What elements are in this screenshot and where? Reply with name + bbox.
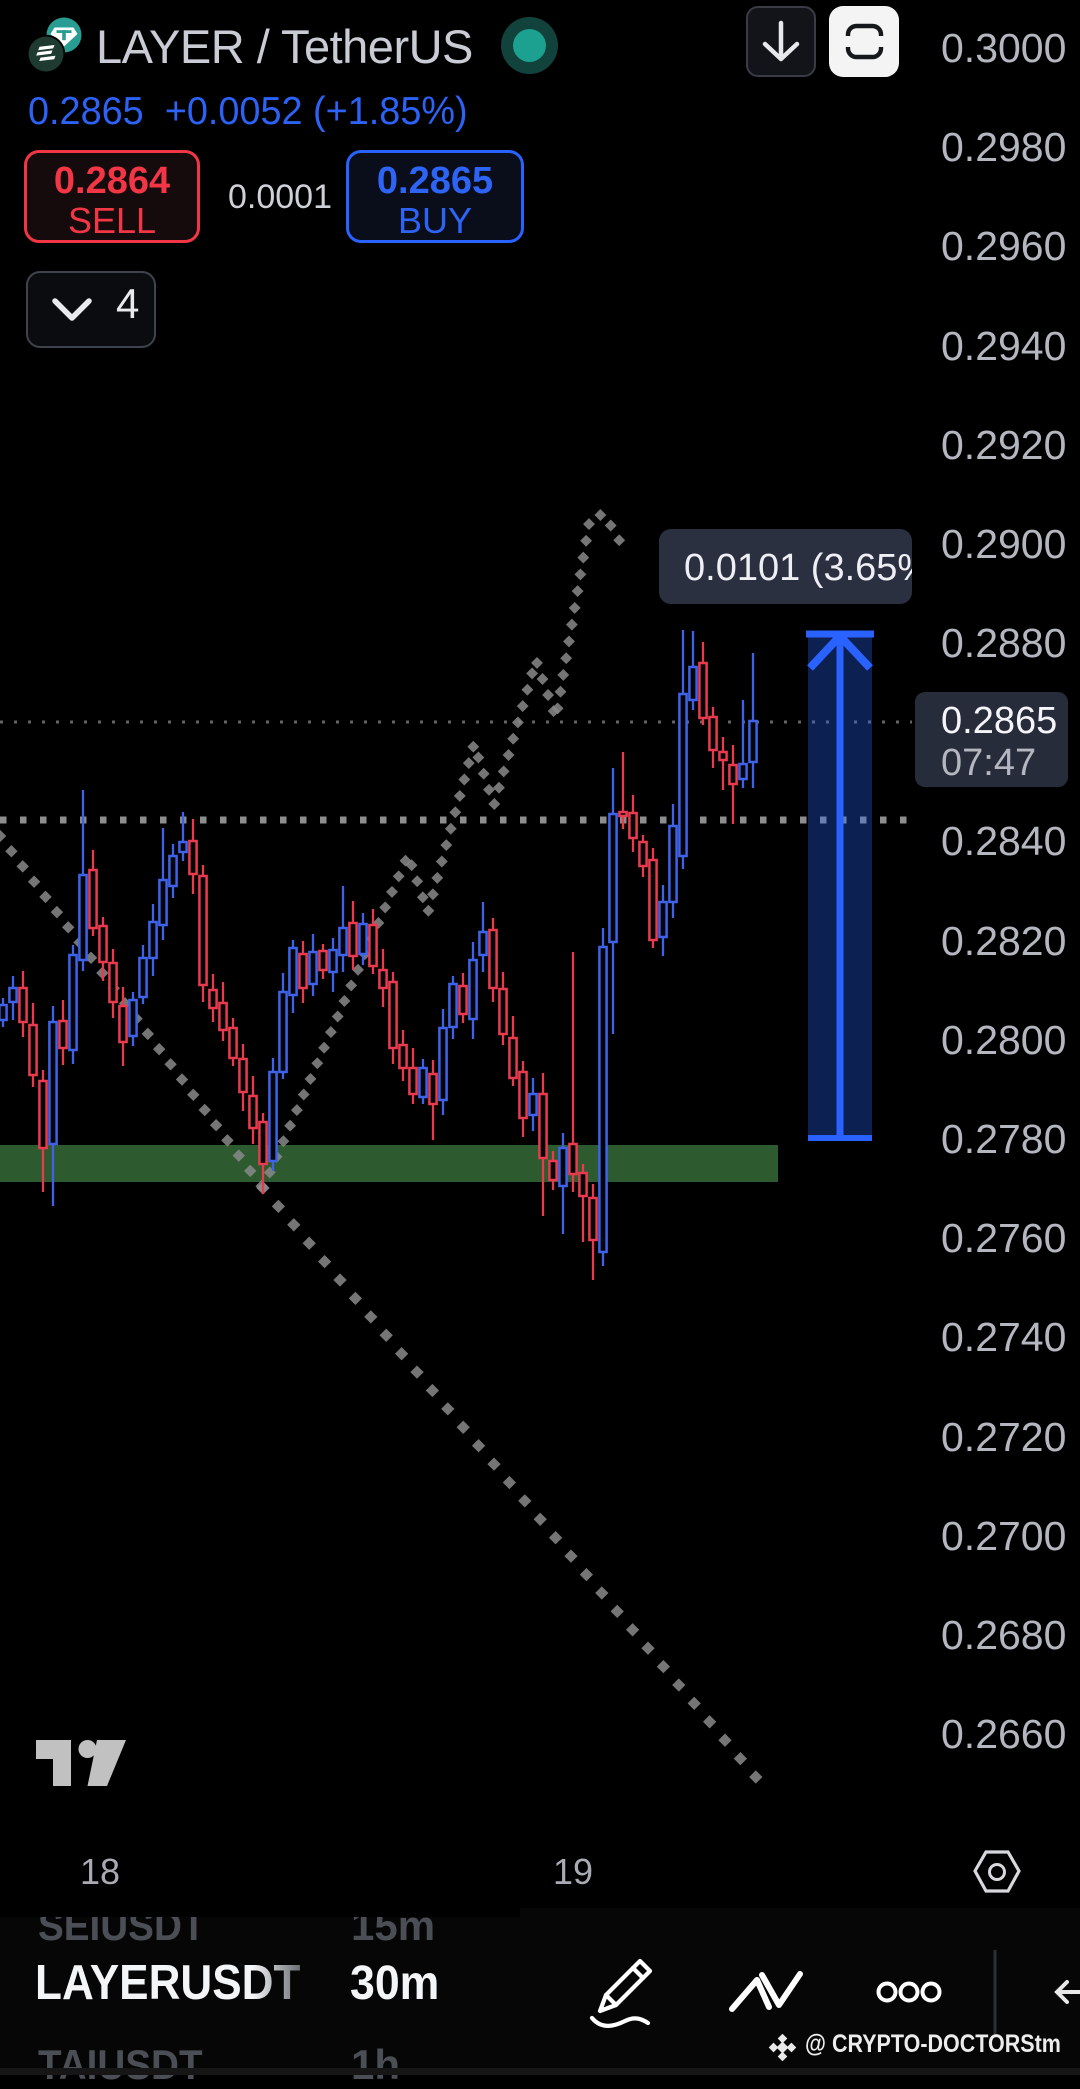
svg-text:0.0101 (3.65%: 0.0101 (3.65% xyxy=(684,547,931,589)
svg-text:0.2980: 0.2980 xyxy=(941,124,1066,170)
svg-text:0.2960: 0.2960 xyxy=(941,223,1066,269)
svg-text:0.2820: 0.2820 xyxy=(941,918,1066,964)
svg-text:0.2660: 0.2660 xyxy=(941,1711,1066,1757)
svg-text:18: 18 xyxy=(80,1851,120,1892)
svg-text:0.2920: 0.2920 xyxy=(941,422,1066,468)
svg-text:0.2840: 0.2840 xyxy=(941,818,1066,864)
svg-text:0.2900: 0.2900 xyxy=(941,521,1066,567)
svg-text:0.2680: 0.2680 xyxy=(941,1612,1066,1658)
svg-text:0.2760: 0.2760 xyxy=(941,1215,1066,1261)
svg-text:19: 19 xyxy=(553,1851,593,1892)
svg-text:0.2880: 0.2880 xyxy=(941,620,1066,666)
svg-text:0.2740: 0.2740 xyxy=(941,1314,1066,1360)
svg-text:0.2700: 0.2700 xyxy=(941,1513,1066,1559)
svg-text:07:47: 07:47 xyxy=(941,742,1036,784)
svg-text:0.2720: 0.2720 xyxy=(941,1414,1066,1460)
svg-text:0.2940: 0.2940 xyxy=(941,323,1066,369)
svg-text:0.3000: 0.3000 xyxy=(941,25,1066,71)
svg-text:0.2865: 0.2865 xyxy=(941,700,1057,742)
svg-text:0.2780: 0.2780 xyxy=(941,1116,1066,1162)
svg-text:0.2800: 0.2800 xyxy=(941,1017,1066,1063)
